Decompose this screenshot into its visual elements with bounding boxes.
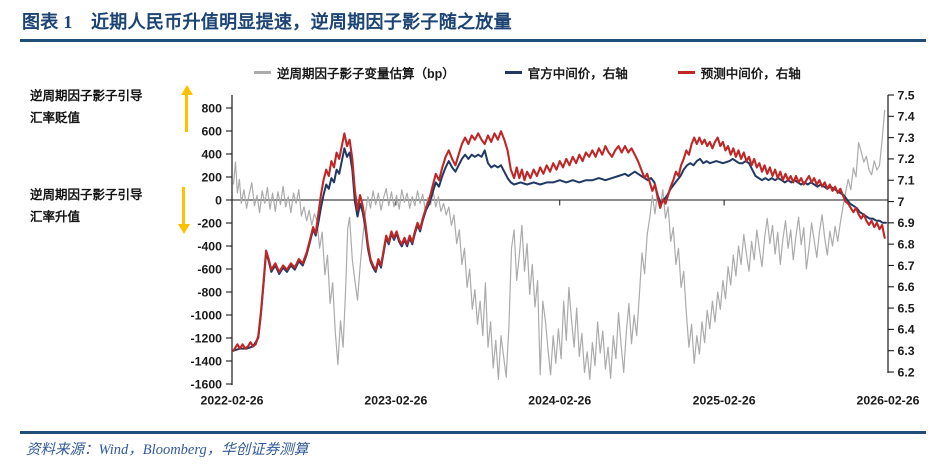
y-left-tick-label: -1600 <box>191 377 223 391</box>
legend-item-shadow-variable: 逆周期因子影子变量估算（bp） <box>254 63 455 82</box>
legend-swatch-blue <box>504 71 522 74</box>
down-arrow-icon <box>177 187 190 234</box>
source-note: 资料来源：Wind，Bloomberg，华创证券测算 <box>26 442 309 458</box>
y-right-tick-label: 7.5 <box>898 88 915 102</box>
y-left-tick-label: -200 <box>197 216 222 230</box>
series-shadow-line <box>232 109 886 380</box>
annotation-line: 逆周期因子影子引导 <box>30 89 143 103</box>
y-left-tick-label: 200 <box>201 170 222 184</box>
x-tick-label: 2022-02-26 <box>201 394 264 408</box>
y-right-tick-label: 6.2 <box>898 365 915 379</box>
y-left-tick-label: -1400 <box>191 354 223 368</box>
y-right-tick-label: 7 <box>898 195 905 209</box>
x-tick-label: 2026-02-26 <box>857 394 920 408</box>
figure-title: 图表 1 近期人民币升值明显提速，逆周期因子影子随之放量 <box>22 12 512 32</box>
y-left-tick-label: -1200 <box>191 331 223 345</box>
legend-label: 逆周期因子影子变量估算（bp） <box>277 67 455 81</box>
legend-swatch-red <box>677 71 695 74</box>
x-tick-label: 2025-02-26 <box>693 394 756 408</box>
y-right-tick-label: 7.1 <box>898 174 915 188</box>
series-official-line <box>232 147 887 352</box>
y-left-tick-label: 0 <box>215 193 222 207</box>
y-right-tick-label: 7.4 <box>898 110 915 124</box>
y-right-tick-label: 6.3 <box>898 344 915 358</box>
y-right-tick-label: 6.7 <box>898 259 915 273</box>
x-tick-label: 2023-02-26 <box>364 394 427 408</box>
annotation-line: 逆周期因子影子引导 <box>30 188 143 202</box>
y-right-tick-label: 6.4 <box>898 323 915 337</box>
legend-label: 预测中间价，右轴 <box>700 67 801 81</box>
y-left-tick-label: 400 <box>201 147 222 161</box>
annotation-appreciation: 逆周期因子影子引导 汇率升值 <box>30 184 143 228</box>
y-left-tick-label: -1000 <box>191 308 223 322</box>
y-left-tick-label: -600 <box>197 262 222 276</box>
title-divider <box>20 39 926 42</box>
footer-divider <box>20 431 926 434</box>
legend-swatch-gray <box>254 71 271 74</box>
chart-legend: 逆周期因子影子变量估算（bp） 官方中间价，右轴 预测中间价，右轴 <box>254 63 801 82</box>
annotation-depreciation: 逆周期因子影子引导 汇率贬值 <box>30 85 143 129</box>
annotation-line: 汇率贬值 <box>30 111 81 125</box>
y-right-tick-label: 7.3 <box>898 131 915 145</box>
y-right-tick-label: 7.2 <box>898 152 915 166</box>
y-left-tick-label: 800 <box>201 101 222 115</box>
up-arrow-icon <box>180 85 193 132</box>
y-right-tick-label: 6.9 <box>898 216 915 230</box>
legend-item-predicted-fix: 预测中间价，右轴 <box>677 63 801 82</box>
y-left-tick-label: -400 <box>197 239 222 253</box>
y-left-tick-label: -800 <box>197 285 222 299</box>
y-right-tick-label: 6.5 <box>898 301 915 315</box>
x-tick-label: 2024-02-26 <box>528 394 591 408</box>
legend-item-official-fix: 官方中间价，右轴 <box>504 63 628 82</box>
y-left-tick-label: 600 <box>201 124 222 138</box>
legend-label: 官方中间价，右轴 <box>527 67 628 81</box>
series-predicted-line <box>232 130 886 352</box>
y-right-tick-label: 6.8 <box>898 237 915 251</box>
y-right-tick-label: 6.6 <box>898 280 915 294</box>
annotation-line: 汇率升值 <box>30 210 81 224</box>
